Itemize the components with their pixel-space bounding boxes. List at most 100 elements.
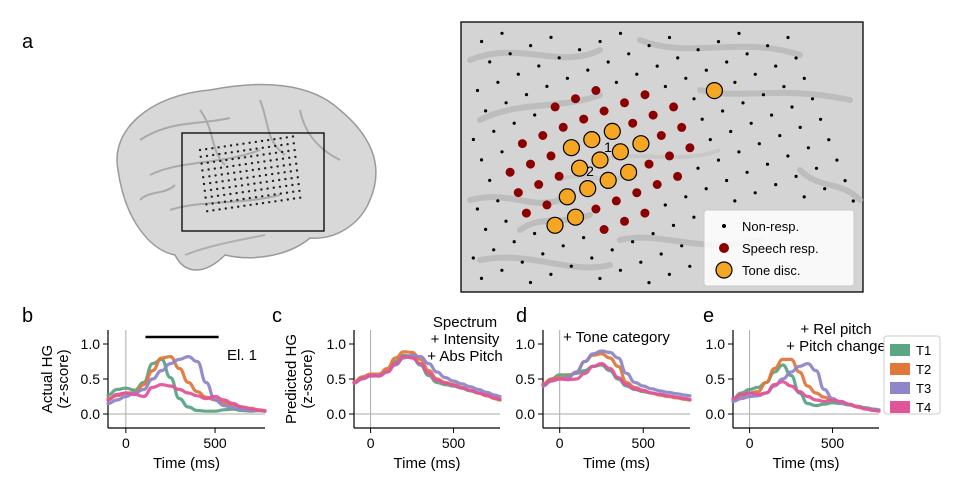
- electrode-non-resp: [479, 276, 484, 280]
- electrode-non-resp: [582, 236, 586, 240]
- electrode-non-resp: [475, 88, 480, 93]
- overview-electrode: [260, 188, 263, 191]
- overview-electrode: [292, 190, 295, 193]
- legend-marker-non-resp: [722, 224, 726, 228]
- series-line-t4: [541, 361, 692, 401]
- electrode-non-resp: [614, 80, 619, 84]
- electrode-non-resp: [786, 35, 790, 40]
- overview-electrode: [247, 183, 250, 186]
- electrode-grid-zoom: [471, 31, 855, 285]
- overview-electrode: [288, 163, 292, 166]
- overview-electrode: [236, 198, 239, 202]
- x-axis-label: Time (ms): [394, 455, 461, 472]
- overview-electrode: [201, 169, 204, 172]
- electrode-non-resp: [512, 121, 516, 125]
- electrode-speech-resp: [669, 102, 679, 112]
- electrode-speech-resp: [640, 208, 650, 218]
- overview-electrode: [294, 155, 297, 159]
- electrode-non-resp: [684, 76, 688, 80]
- electrode-non-resp: [663, 84, 668, 89]
- overview-electrode: [255, 147, 258, 150]
- electrode-speech-resp: [640, 90, 650, 100]
- electrode-non-resp: [627, 52, 631, 56]
- electrode-non-resp: [631, 240, 635, 244]
- electrode-speech-resp: [628, 118, 638, 128]
- y-tick-label: 0.0: [81, 406, 101, 422]
- electrode-non-resp: [716, 40, 721, 44]
- electrode-annotation: El. 1: [227, 347, 257, 364]
- overview-electrode: [257, 161, 260, 164]
- overview-electrode: [233, 178, 237, 181]
- electrode-speech-resp: [542, 200, 552, 210]
- electrode-tone-disc: [603, 122, 621, 140]
- y-axis-label-unit: (z-score): [55, 349, 72, 408]
- electrode-non-resp: [590, 256, 594, 260]
- overview-electrode: [237, 205, 240, 208]
- electrode-non-resp: [533, 231, 537, 236]
- electrode-speech-resp: [579, 114, 589, 124]
- electrode-non-resp: [765, 162, 770, 166]
- electrode-non-resp: [488, 178, 492, 182]
- overview-electrode: [261, 146, 264, 149]
- overview-electrode: [267, 138, 270, 142]
- electrode-speech-resp: [620, 216, 629, 226]
- overview-electrode: [211, 147, 214, 150]
- y-tick-label: 1.0: [706, 336, 726, 352]
- electrode-speech-resp: [599, 225, 609, 234]
- overview-electrode: [215, 181, 218, 184]
- model-annotation: + Intensity: [431, 331, 500, 348]
- tone-legend-swatch-t2: [890, 363, 910, 375]
- x-tick-label: 500: [632, 435, 656, 451]
- electrode-non-resp: [770, 113, 774, 117]
- overview-electrode: [240, 177, 243, 180]
- electrode-non-resp: [814, 166, 819, 170]
- overview-electrode: [289, 170, 292, 173]
- overview-electrode: [271, 179, 275, 183]
- y-tick-label: 1.0: [327, 336, 347, 352]
- overview-electrode: [253, 182, 256, 185]
- overview-electrode: [273, 193, 276, 196]
- overview-electrode: [264, 173, 268, 177]
- model-annotation: + Rel pitch: [800, 321, 871, 338]
- electrode-non-resp: [757, 142, 761, 146]
- electrode-non-resp: [598, 39, 602, 44]
- electrode-speech-resp: [677, 122, 687, 132]
- electrode-non-resp: [484, 109, 488, 113]
- electrode-non-resp: [667, 35, 672, 40]
- overview-electrode: [295, 169, 299, 172]
- panel-letter-b: b: [22, 305, 33, 327]
- overview-electrode: [281, 157, 285, 160]
- overview-electrode: [265, 180, 268, 183]
- overview-electrode: [237, 157, 240, 160]
- overview-electrode: [258, 174, 261, 178]
- tone-legend-label-t4: T4: [916, 400, 931, 415]
- y-tick-label: 0.0: [327, 406, 347, 422]
- overview-electrode: [257, 167, 261, 171]
- electrode-non-resp: [725, 60, 729, 64]
- y-axis-label-unit: (z-score): [299, 349, 316, 408]
- model-annotation: + Tone category: [563, 329, 670, 346]
- electrode-tone-disc: [599, 171, 617, 189]
- series-line-t1: [106, 357, 267, 413]
- electrode-non-resp: [586, 68, 590, 72]
- electrode-non-resp: [696, 166, 700, 170]
- tone-legend-swatch-t1: [890, 344, 910, 356]
- overview-electrode: [205, 154, 209, 158]
- electrode-non-resp: [529, 44, 533, 48]
- electrode-tone-disc: [570, 159, 589, 177]
- overview-electrode: [285, 191, 289, 194]
- electrode-speech-resp: [599, 106, 609, 116]
- overview-electrode: [299, 196, 302, 199]
- overview-electrode: [278, 185, 282, 188]
- y-tick-label: 0.0: [516, 406, 536, 422]
- overview-electrode: [267, 194, 270, 197]
- electrode-speech-resp: [521, 208, 531, 218]
- overview-electrode: [228, 186, 231, 189]
- overview-electrode: [283, 171, 286, 174]
- electrode-non-resp: [676, 56, 680, 60]
- overview-electrode: [268, 201, 271, 204]
- overview-electrode: [285, 184, 288, 188]
- overview-electrode: [206, 161, 209, 164]
- overview-electrode: [262, 153, 265, 156]
- overview-electrode: [277, 172, 280, 175]
